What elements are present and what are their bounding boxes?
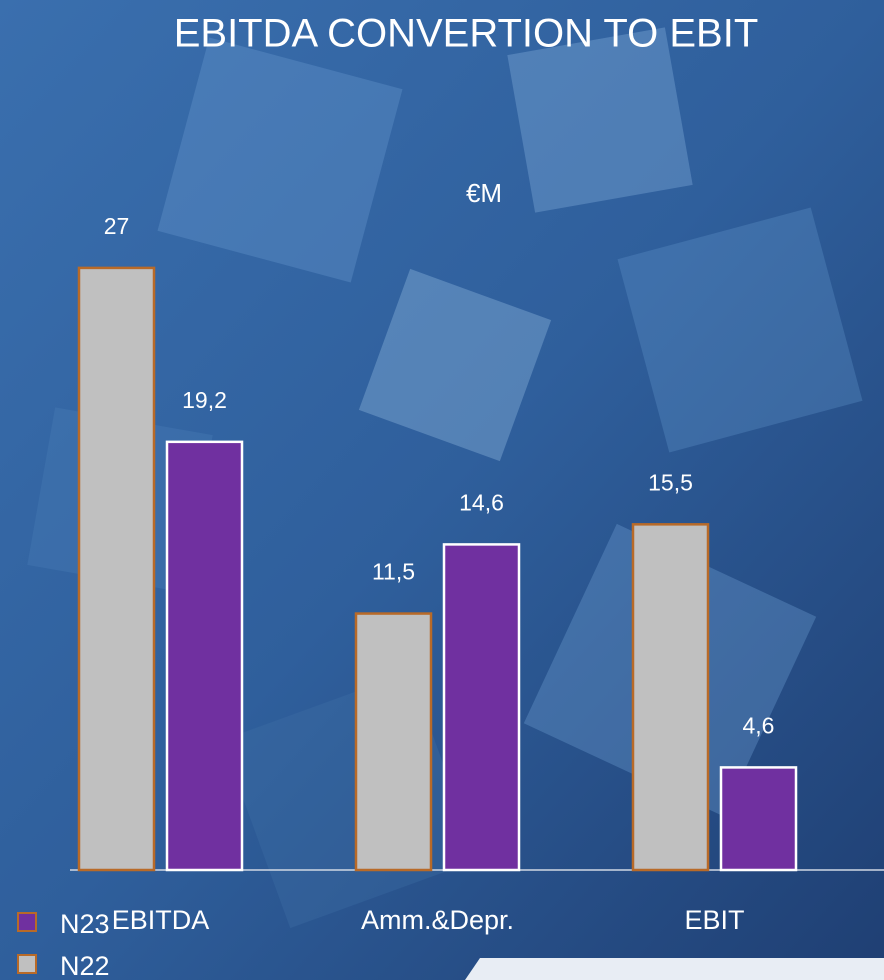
value-label: 11,5	[372, 559, 415, 585]
legend-label: N23	[60, 909, 110, 939]
value-label: 4,6	[743, 712, 775, 738]
x-tick-label: EBITDA	[112, 905, 210, 935]
legend-label: N22	[60, 951, 110, 980]
legend-swatch	[17, 954, 37, 974]
value-label: 19,2	[182, 387, 227, 413]
bar	[77, 266, 156, 872]
value-label: 14,6	[459, 489, 504, 515]
value-label: 15,5	[648, 469, 693, 495]
bar	[354, 612, 433, 872]
legend-swatch	[17, 912, 37, 932]
x-tick-label: Amm.&Depr.	[361, 905, 514, 935]
chart-title: EBITDA CONVERTION TO EBIT	[174, 12, 759, 56]
bar	[165, 440, 244, 872]
chart-subtitle: €M	[466, 178, 502, 208]
x-tick-label: EBIT	[684, 905, 744, 935]
bar	[719, 766, 798, 872]
bar	[442, 543, 521, 872]
bar	[631, 523, 710, 872]
value-label: 27	[104, 213, 130, 239]
corner-panel	[465, 958, 884, 980]
